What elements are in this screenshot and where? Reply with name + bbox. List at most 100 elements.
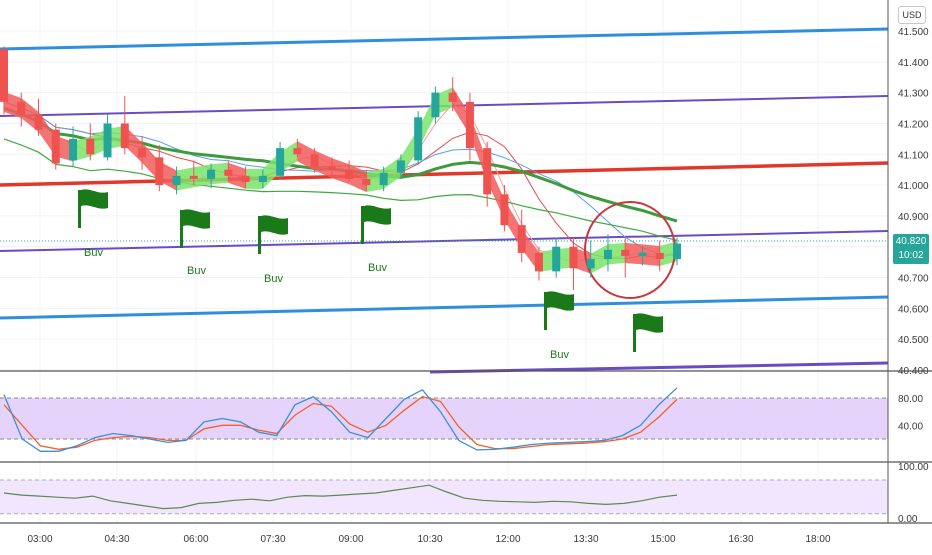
osc-band bbox=[0, 480, 888, 514]
candles bbox=[0, 46, 681, 290]
ribbon-segment bbox=[142, 142, 160, 182]
osc-tick-label: 100.00 bbox=[898, 462, 929, 473]
time-tick-label: 15:00 bbox=[650, 534, 675, 545]
price-tick-label: 41.500 bbox=[898, 27, 929, 38]
flag-cloth bbox=[261, 215, 288, 235]
stoch-d-line bbox=[3, 395, 678, 450]
ribbon-segment bbox=[366, 168, 384, 193]
ribbon-segment bbox=[418, 94, 436, 149]
candle-body bbox=[51, 129, 60, 164]
candle-body bbox=[362, 178, 371, 186]
price-tick-label: 40.900 bbox=[898, 212, 929, 223]
price-tick-label: 41.300 bbox=[898, 89, 929, 100]
ribbon-segment bbox=[607, 242, 626, 265]
price-tick-label: 41.100 bbox=[898, 150, 929, 161]
candle-body bbox=[483, 148, 492, 195]
ribbon-segment bbox=[659, 241, 677, 266]
buy-label: Buv bbox=[550, 349, 569, 361]
last-price-value: 40.820 bbox=[895, 236, 927, 247]
candle-body bbox=[224, 169, 233, 176]
candle-body bbox=[34, 114, 43, 130]
flag-pole bbox=[258, 216, 261, 254]
candle-body bbox=[569, 246, 578, 269]
candle-body bbox=[207, 169, 216, 179]
candle-body bbox=[327, 166, 336, 170]
candle-body bbox=[258, 175, 267, 183]
candle-body bbox=[603, 249, 612, 260]
time-tick-label: 06:00 bbox=[183, 534, 208, 545]
buy-label: Buv bbox=[264, 273, 283, 285]
candle-body bbox=[465, 101, 474, 149]
ribbon-segment bbox=[487, 161, 505, 220]
currency-badge[interactable]: USD bbox=[898, 6, 926, 24]
osc-line bbox=[3, 484, 678, 510]
osc-tick-label: 0.00 bbox=[898, 514, 918, 525]
bar-countdown: 10:02 bbox=[898, 250, 924, 261]
time-tick-label: 07:30 bbox=[260, 534, 285, 545]
flag-pole bbox=[180, 210, 183, 248]
blue-channel-bottom bbox=[0, 295, 889, 320]
candle-body bbox=[673, 243, 681, 260]
candle-body bbox=[586, 259, 595, 269]
candle-body bbox=[103, 123, 112, 158]
ribbon-segment bbox=[228, 162, 246, 189]
ribbon-segment bbox=[262, 151, 281, 189]
stoch-tick-label: 80.00 bbox=[898, 394, 923, 405]
ribbon-segment bbox=[211, 162, 229, 185]
ribbon-segment bbox=[504, 199, 522, 250]
ribbon-segment bbox=[55, 136, 74, 162]
ribbon-segment bbox=[625, 242, 643, 265]
candle-body bbox=[310, 154, 319, 167]
candle-body bbox=[500, 194, 509, 226]
ribbon-segment bbox=[4, 91, 22, 119]
time-tick-label: 18:00 bbox=[805, 534, 830, 545]
time-tick-label: 03:00 bbox=[27, 534, 52, 545]
stoch-band bbox=[0, 398, 888, 439]
last-price-badge: 40.820 10:02 bbox=[893, 234, 929, 264]
buy-label: Buv bbox=[187, 265, 206, 277]
candle-body bbox=[448, 92, 457, 102]
candle-body bbox=[621, 249, 630, 256]
flag-cloth bbox=[183, 209, 210, 229]
buy-label: Buv bbox=[368, 262, 387, 274]
candle-body bbox=[276, 148, 285, 176]
ribbon-segment bbox=[297, 141, 315, 171]
buy-flags: Buv Buv Buv Buv Buv bbox=[78, 189, 663, 361]
ribbon-segment bbox=[280, 141, 298, 172]
ribbon-segment bbox=[107, 125, 125, 149]
ribbon-segment bbox=[590, 244, 608, 274]
ribbon-segment bbox=[400, 128, 419, 177]
flag-pole bbox=[361, 206, 364, 244]
candle-body bbox=[86, 138, 95, 155]
time-tick-label: 10:30 bbox=[417, 534, 442, 545]
candle-body bbox=[396, 160, 405, 173]
price-tick-label: 40.400 bbox=[898, 366, 929, 377]
ribbon-segment bbox=[90, 128, 108, 157]
blue-channel-top bbox=[0, 27, 889, 51]
candle-body bbox=[17, 101, 26, 115]
ribbon-segment bbox=[245, 168, 263, 189]
price-tick-label: 40.700 bbox=[898, 274, 929, 285]
candle-body bbox=[534, 252, 543, 272]
flag-cloth bbox=[636, 313, 663, 333]
flag-pole bbox=[78, 190, 81, 228]
candle-body bbox=[345, 169, 354, 179]
price-tick-label: 41.400 bbox=[898, 58, 929, 69]
candle-body bbox=[138, 148, 147, 158]
flag-pole bbox=[633, 314, 636, 352]
candle-body bbox=[241, 175, 250, 183]
candle-body bbox=[293, 148, 302, 155]
ribbon-segment bbox=[349, 164, 367, 193]
candle-body bbox=[638, 252, 647, 256]
candle-body bbox=[552, 246, 561, 272]
candle-body bbox=[655, 252, 664, 260]
price-tick-label: 41.200 bbox=[898, 119, 929, 130]
buy-label: Buv bbox=[84, 247, 103, 259]
ribbon-segment bbox=[383, 156, 401, 189]
ribbon-segment bbox=[176, 167, 194, 191]
red-level-line bbox=[0, 161, 889, 187]
flag-cloth bbox=[364, 205, 391, 225]
